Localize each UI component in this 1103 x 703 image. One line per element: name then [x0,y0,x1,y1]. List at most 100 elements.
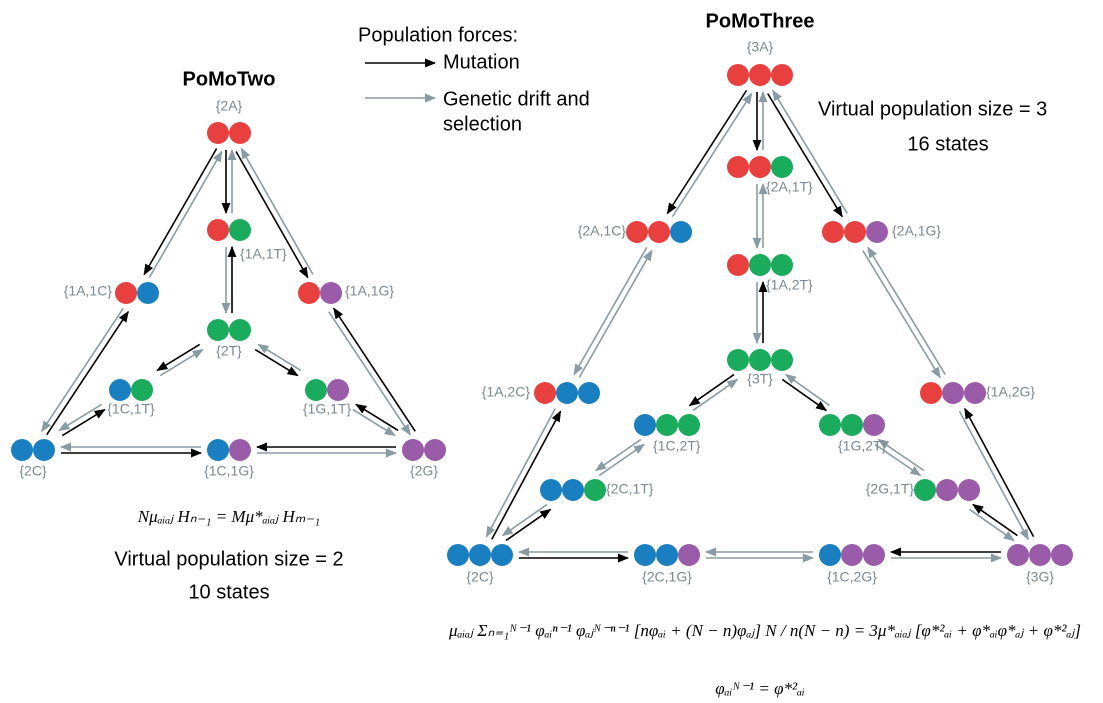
allele-dot [109,379,131,401]
mutation-arrow [767,93,843,218]
drift-arrow [867,246,946,375]
drift-arrow [874,443,922,477]
node-label: {2G,1T} [866,481,915,497]
allele-dot [749,64,771,86]
node-label: {1C,1G} [204,463,254,479]
allele-dot [936,479,958,501]
node-label: {2C} [466,569,494,585]
drift-arrow [573,247,648,376]
node-label: {2T} [216,343,242,359]
allele-dot [229,439,251,461]
node-label: {2C,1G} [642,569,692,585]
allele-dot [1007,544,1029,566]
allele-dot [958,479,980,501]
allele-dot [656,544,678,566]
mutation-arrow [964,407,1035,537]
drift-arrow [578,249,653,378]
node-label: {1G,1T} [303,401,352,417]
mutation-arrow [333,307,416,432]
allele-dot [229,122,251,144]
allele-dot [822,221,844,243]
allele-dot [131,379,153,401]
node-label: {1A,1G} [345,283,394,299]
allele-dot [656,414,678,436]
allele-dot [578,382,600,404]
allele-dot [771,254,793,276]
allele-dot [942,382,964,404]
allele-dot [327,379,349,401]
mutation-arrow [143,148,218,276]
allele-dot [562,479,584,501]
mutation-arrow [235,151,309,279]
allele-dot [634,414,656,436]
allele-dot [33,439,55,461]
drift-arrow [877,438,925,472]
allele-dot [556,382,578,404]
allele-dot [229,319,251,341]
node-label: {1A,2T} [766,277,813,293]
allele-dot [634,544,656,566]
equation: μₐᵢₐⱼ Σₙ₌₁ᴺ⁻¹ φₐᵢⁿ⁻¹ φₐⱼᴺ⁻ⁿ⁻¹ [nφₐᵢ + (N… [448,621,1081,640]
allele-dot [863,414,885,436]
diagram-title: PoMoThree [706,10,815,32]
allele-dot [207,439,229,461]
mutation-arrow [254,348,299,377]
mutation-arrow [491,410,562,540]
node-label: {3T} [747,371,773,387]
legend-label: Mutation [443,51,520,73]
drift-arrow [58,403,103,432]
drift-arrow [328,311,411,436]
allele-dot [11,439,33,461]
legend-label: Genetic drift and [443,88,590,110]
allele-dot [920,382,942,404]
node-label: {2A,1C} [578,223,627,239]
allele-dot [819,544,841,566]
allele-dot [771,156,793,178]
node-label: {1A,1C} [64,283,113,299]
allele-dot [207,319,229,341]
info-text: Virtual population size = 2 [114,548,343,570]
node-label: {2C} [19,463,47,479]
drift-arrow [501,503,548,537]
allele-dot [727,64,749,86]
allele-dot [447,544,469,566]
allele-dot [771,349,793,371]
allele-dot [320,282,342,304]
allele-dot [207,122,229,144]
info-text: Virtual population size = 3 [818,98,1047,120]
node-label: {1G,2T} [838,438,887,454]
allele-dot [540,479,562,501]
allele-dot [115,282,137,304]
node-label: {1C,2T} [653,438,701,454]
drift-arrow [41,307,124,433]
node-label: {1A,1T} [240,246,287,262]
drift-arrow [784,373,831,407]
allele-dot [844,221,866,243]
allele-dot [229,219,251,241]
allele-dot [207,219,229,241]
allele-dot [298,282,320,304]
node-label: {1A,2G} [986,384,1035,400]
mutation-arrow [46,310,129,436]
allele-dot [866,221,888,243]
legend-label: selection [443,113,522,135]
allele-dot [914,479,936,501]
allele-dot [670,221,692,243]
node-label: {3A} [747,39,774,55]
allele-dot [1029,544,1051,566]
drift-arrow [958,411,1029,541]
allele-dot [841,544,863,566]
node-label: {1A,2C} [482,384,531,400]
drift-arrow [692,378,739,412]
diagram-title: PoMoTwo [183,68,276,90]
allele-dot [626,221,648,243]
info-text: 10 states [188,581,269,603]
node-label: {1C,1T} [107,401,155,417]
allele-dot [771,64,793,86]
allele-dot [841,414,863,436]
drift-arrow [159,348,204,377]
allele-dot [819,414,841,436]
node-label: {2A} [216,98,243,114]
drift-arrow [240,147,314,275]
